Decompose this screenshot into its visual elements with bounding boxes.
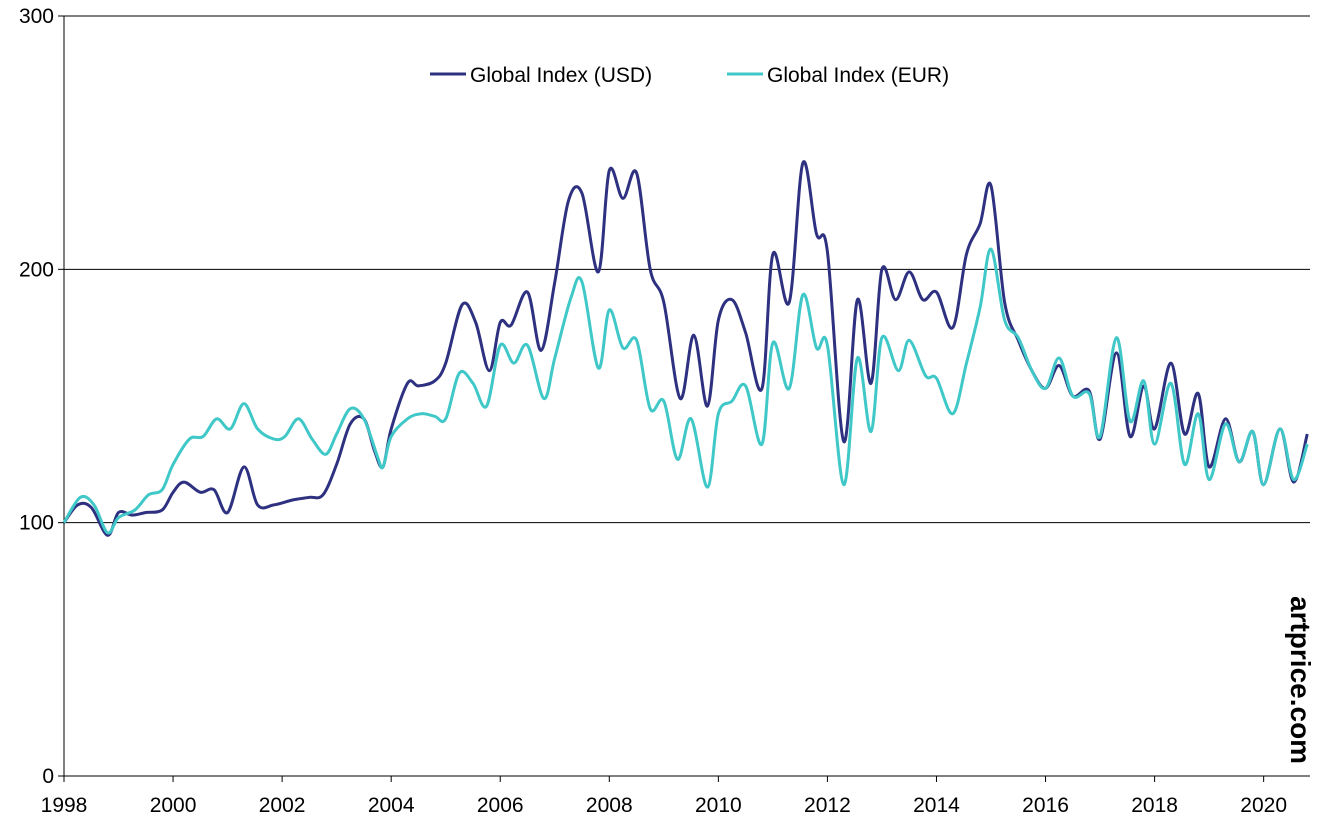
- grid-lines: [64, 15, 1310, 524]
- legend: Global Index (USD) Global Index (EUR): [430, 64, 949, 87]
- y-tick-label: 100: [19, 512, 54, 535]
- series-line-eur: [62, 247, 1309, 535]
- y-axis-ticks: 0 100 200 300: [19, 5, 64, 788]
- axes: [63, 16, 1310, 777]
- y-tick-label: 200: [19, 258, 54, 281]
- x-tick-label: 2016: [1022, 794, 1069, 817]
- x-tick-label: 2018: [1131, 794, 1178, 817]
- x-tick-label: 2008: [586, 794, 633, 817]
- x-tick-label: 2010: [695, 794, 742, 817]
- x-axis-ticks: 1998 2000 2002 2004 2006 2008 2010 2012 2014 2016…: [41, 776, 1287, 817]
- x-tick-label: 2014: [913, 794, 960, 817]
- legend-label-eur: Global Index (EUR): [767, 64, 949, 87]
- x-tick-label: 2000: [150, 794, 197, 817]
- x-tick-label: 2002: [259, 794, 306, 817]
- legend-label-usd: Global Index (USD): [470, 64, 652, 87]
- watermark: artprice.com: [1285, 596, 1316, 764]
- x-tick-label: 2004: [368, 794, 415, 817]
- x-tick-label: 2006: [477, 794, 524, 817]
- y-tick-label: 0: [42, 765, 54, 788]
- y-tick-label: 300: [19, 5, 54, 28]
- series-lines: [62, 160, 1309, 537]
- x-tick-label: 2012: [804, 794, 851, 817]
- x-tick-label: 2020: [1240, 794, 1287, 817]
- x-tick-label: 1998: [41, 794, 88, 817]
